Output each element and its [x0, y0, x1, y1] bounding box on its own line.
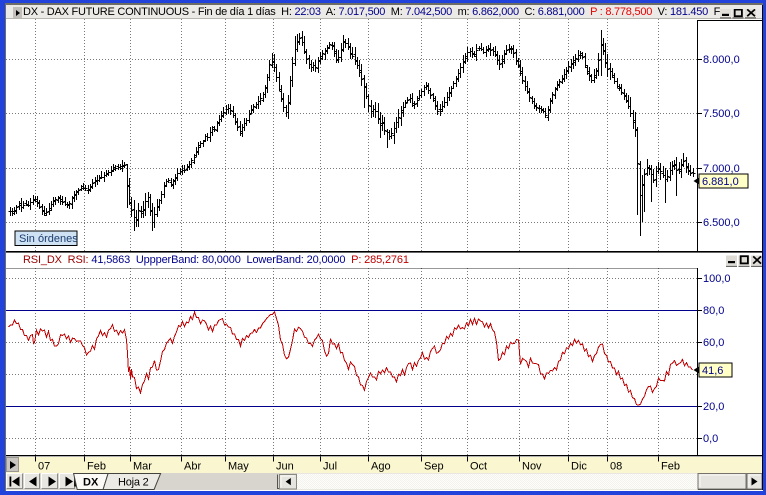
svg-text:80,0: 80,0: [703, 305, 724, 317]
svg-text:100,0: 100,0: [703, 273, 731, 285]
svg-text:0,0: 0,0: [703, 433, 718, 445]
svg-text:Hoja 2: Hoja 2: [118, 476, 149, 488]
svg-text:7.500,0: 7.500,0: [703, 108, 740, 120]
svg-text:8.000,0: 8.000,0: [703, 54, 740, 66]
svg-text:6.500,0: 6.500,0: [703, 217, 740, 229]
svg-text:DX: DX: [83, 476, 99, 488]
svg-text:20,0: 20,0: [703, 401, 724, 413]
svg-text:7.000,0: 7.000,0: [703, 163, 740, 175]
svg-text:60,0: 60,0: [703, 337, 724, 349]
